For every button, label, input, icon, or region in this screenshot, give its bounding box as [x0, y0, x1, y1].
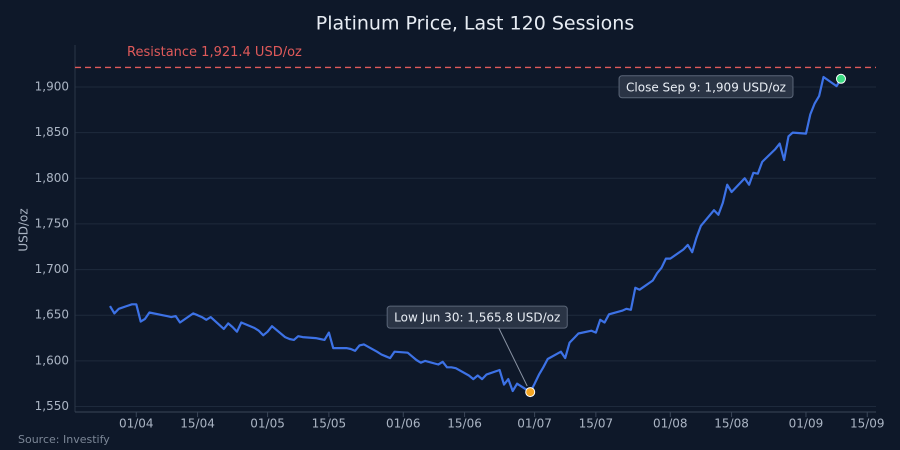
y-tick-label: 1,650 — [35, 308, 69, 322]
x-tick-label: 01/09 — [789, 417, 824, 431]
annotation-text: Low Jun 30: 1,565.8 USD/oz — [394, 311, 560, 325]
y-tick-label: 1,600 — [35, 353, 69, 367]
y-tick-label: 1,700 — [35, 262, 69, 276]
annotation: Low Jun 30: 1,565.8 USD/oz — [386, 305, 568, 387]
price-line — [109, 75, 842, 394]
y-tick-label: 1,800 — [35, 171, 69, 185]
x-tick-label: 15/05 — [312, 417, 347, 431]
x-tick-label: 15/07 — [579, 417, 614, 431]
annotation: Close Sep 9: 1,909 USD/oz — [618, 75, 794, 99]
y-tick-label: 1,900 — [35, 79, 69, 93]
x-tick-label: 15/04 — [180, 417, 215, 431]
x-tick-label: 15/09 — [850, 417, 885, 431]
x-tick-label: 15/06 — [447, 417, 482, 431]
annotation-box — [386, 305, 568, 329]
annotation-marker — [835, 73, 846, 84]
x-tick-label: 15/08 — [714, 417, 749, 431]
annotation-text: Close Sep 9: 1,909 USD/oz — [626, 80, 786, 94]
x-tick-label: 01/06 — [386, 417, 421, 431]
resistance-label: Resistance 1,921.4 USD/oz — [127, 45, 302, 60]
x-tick-label: 01/08 — [653, 417, 688, 431]
chart-title: Platinum Price, Last 120 Sessions — [316, 13, 634, 35]
y-tick-label: 1,850 — [35, 125, 69, 139]
y-tick-label: 1,750 — [35, 216, 69, 230]
source: Source: Investify — [18, 433, 110, 446]
x-tick-label: 01/04 — [119, 417, 154, 431]
y-tick-label: 1,550 — [35, 399, 69, 413]
y-axis-title: USD/oz — [17, 208, 31, 251]
annotation-marker — [525, 387, 536, 398]
annotation-arrow — [498, 327, 528, 387]
x-tick-label: 01/07 — [517, 417, 552, 431]
x-tick-label: 01/05 — [250, 417, 285, 431]
annotation-box — [618, 75, 794, 99]
